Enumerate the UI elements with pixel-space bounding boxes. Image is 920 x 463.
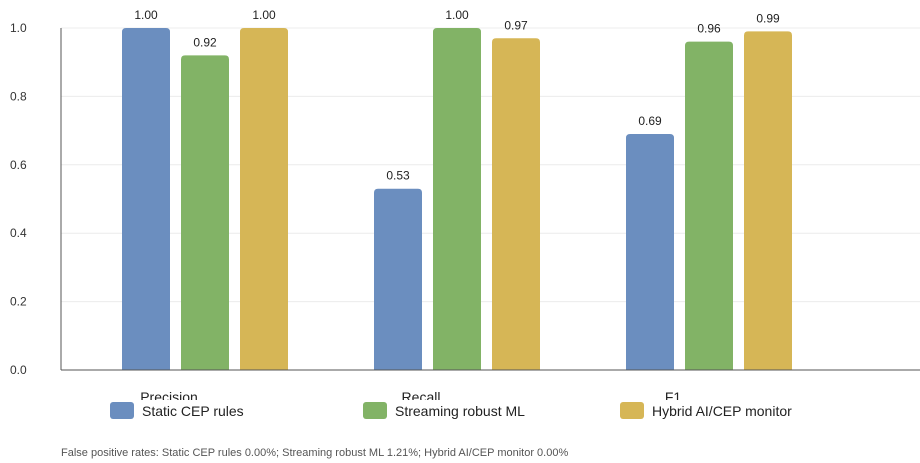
bar <box>374 188 422 370</box>
data-label: 1.00 <box>134 8 158 22</box>
bar <box>433 28 481 370</box>
y-tick-label: 0.4 <box>10 226 27 240</box>
x-tick-label: Precision <box>140 389 198 400</box>
data-label: 1.00 <box>445 8 469 22</box>
footnote: False positive rates: Static CEP rules 0… <box>61 447 569 459</box>
axes: 0.0 0.2 0.4 0.6 0.8 1.0 Precision Recall F1 <box>10 21 920 400</box>
legend-item-static-cep: Static CEP rules <box>110 402 244 419</box>
legend-swatch <box>620 402 644 419</box>
bar <box>626 134 674 370</box>
data-label: 0.99 <box>756 11 780 25</box>
legend-item-streaming-ml: Streaming robust ML <box>363 402 525 419</box>
legend-label: Streaming robust ML <box>395 402 525 419</box>
bar <box>744 31 792 370</box>
legend-label: Hybrid AI/CEP monitor <box>652 402 792 419</box>
bars <box>122 28 792 371</box>
legend-swatch <box>110 402 134 419</box>
x-tick-label: F1 <box>665 389 682 400</box>
bar <box>122 28 170 370</box>
y-tick-label: 1.0 <box>10 21 27 35</box>
bar <box>492 38 540 370</box>
data-label: 0.53 <box>386 169 410 183</box>
legend-item-hybrid: Hybrid AI/CEP monitor <box>620 402 792 419</box>
data-label: 0.96 <box>697 22 721 36</box>
y-tick-label: 0.6 <box>10 158 27 172</box>
legend-swatch <box>363 402 387 419</box>
data-label: 0.69 <box>638 114 662 128</box>
bar <box>240 28 288 370</box>
data-labels: 1.00 0.92 1.00 0.53 1.00 0.97 0.69 0.96 0.99 <box>134 8 780 183</box>
data-label: 0.92 <box>193 35 217 49</box>
data-label: 1.00 <box>252 8 276 22</box>
y-tick-label: 0.0 <box>10 363 27 377</box>
bar-chart: 1.00 0.92 1.00 0.53 1.00 0.97 0.69 0.96 0.99 0.0… <box>10 8 920 400</box>
bar <box>181 55 229 371</box>
data-label: 0.97 <box>504 18 528 32</box>
y-tick-label: 0.2 <box>10 295 27 309</box>
legend: Static CEP rules Streaming robust ML Hyb… <box>0 402 920 424</box>
legend-label: Static CEP rules <box>142 402 244 419</box>
y-tick-label: 0.8 <box>10 89 27 103</box>
x-tick-label: Recall <box>402 389 441 400</box>
bar <box>685 41 733 371</box>
